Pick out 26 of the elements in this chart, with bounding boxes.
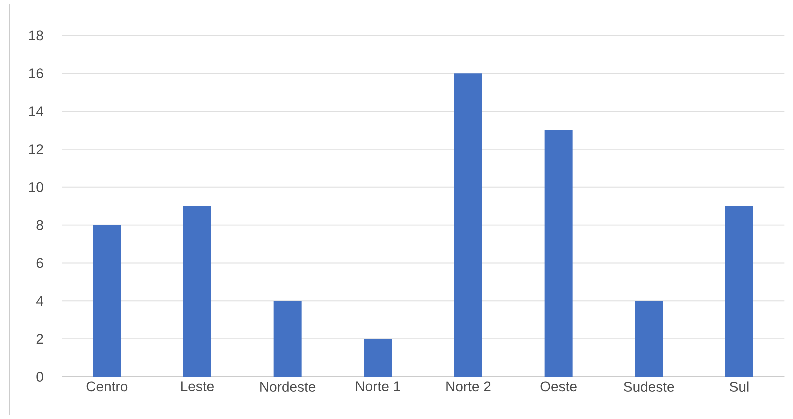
x-tick-label: Norte 1	[356, 382, 400, 392]
bar	[454, 74, 482, 378]
bar	[635, 301, 664, 378]
bar	[364, 339, 392, 378]
y-tick-label: 4	[36, 296, 44, 306]
x-tick-label: Centro	[86, 382, 128, 392]
x-tick-label: Oeste	[540, 382, 577, 392]
bar	[544, 130, 573, 378]
x-tick-label: Leste	[182, 382, 214, 392]
y-tick-label: 0	[36, 372, 44, 382]
bar	[184, 206, 212, 378]
bar	[93, 225, 122, 378]
y-tick-label: 12	[29, 144, 44, 154]
x-tick-label: Norte 2	[446, 382, 491, 392]
y-tick-label: 18	[29, 30, 44, 41]
bar	[725, 206, 754, 378]
y-tick-label: 6	[36, 258, 44, 268]
y-tick-label: 14	[29, 106, 44, 116]
y-tick-label: 10	[29, 182, 44, 192]
x-tick-label: Sul	[730, 382, 749, 392]
bar	[274, 301, 302, 378]
y-tick-label: 2	[36, 334, 44, 344]
y-tick-label: 16	[29, 68, 44, 79]
x-tick-label: Nordeste	[260, 382, 316, 392]
y-tick-label: 8	[36, 220, 44, 230]
x-tick-label: Sudeste	[624, 382, 674, 392]
